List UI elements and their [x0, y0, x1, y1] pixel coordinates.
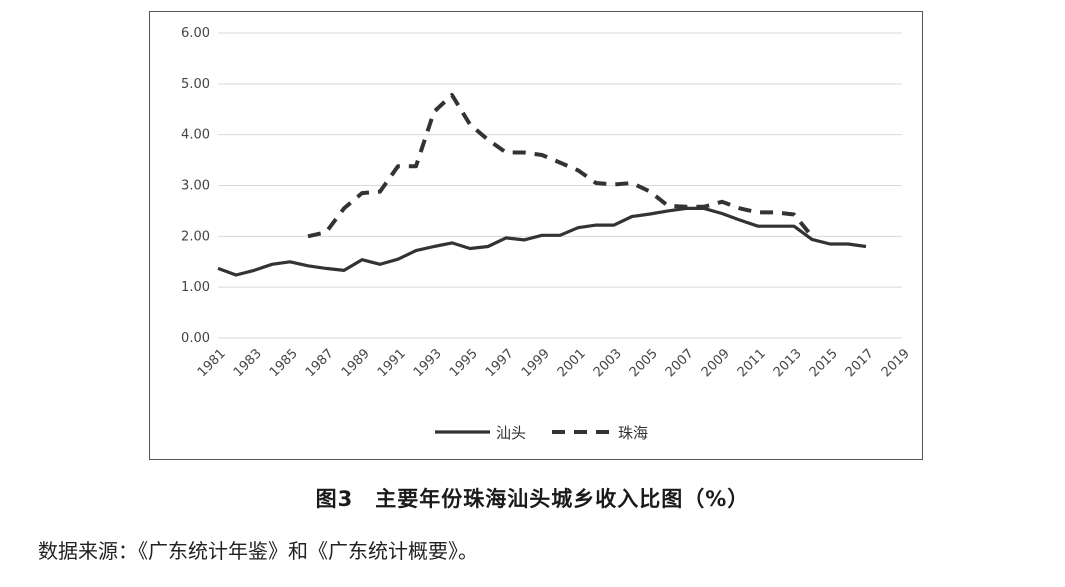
y-tick-label: 6.00: [181, 26, 210, 41]
x-tick-label: 2015: [807, 346, 841, 380]
x-tick-label: 2003: [591, 346, 625, 380]
x-tick-label: 1989: [339, 346, 373, 380]
x-tick-label: 1985: [267, 346, 301, 380]
x-tick-label: 1993: [411, 346, 445, 380]
x-tick-label: 1991: [375, 346, 409, 380]
x-tick-label: 2009: [699, 346, 733, 380]
x-tick-label: 1987: [303, 346, 337, 380]
source-note: 数据来源：《广东统计年鉴》和《广东统计概要》。: [38, 539, 478, 563]
y-tick-label: 4.00: [181, 128, 210, 143]
x-tick-label: 2011: [735, 346, 769, 380]
x-tick-label: 1995: [447, 346, 481, 380]
x-tick-label: 2019: [879, 346, 913, 380]
x-tick-label: 2005: [627, 346, 661, 380]
y-tick-label: 0.00: [181, 331, 210, 346]
x-tick-label: 2017: [843, 346, 877, 380]
x-tick-label: 2013: [771, 346, 805, 380]
figure-caption: 图3 主要年份珠海汕头城乡收入比图（%）: [315, 487, 750, 511]
x-tick-label: 1981: [195, 346, 229, 380]
x-tick-label: 2007: [663, 346, 697, 380]
x-tick-label: 1997: [483, 346, 517, 380]
x-tick-label: 1999: [519, 346, 553, 380]
legend-label: 珠海: [618, 424, 648, 442]
x-tick-label: 1983: [231, 346, 265, 380]
series-line-zhuhai: [307, 93, 814, 239]
y-tick-label: 3.00: [181, 179, 210, 194]
y-tick-label: 5.00: [181, 77, 210, 92]
legend-label: 汕头: [496, 424, 526, 442]
y-tick-label: 1.00: [181, 280, 210, 295]
y-tick-label: 2.00: [181, 229, 210, 244]
chart-frame: 0.00 1.00 2.00 3.00 4.00 5.00 6.00 1981 1983 198…: [149, 11, 923, 460]
x-tick-label: 2001: [555, 346, 589, 380]
series-line-shantou: [217, 206, 867, 277]
line-chart: 0.001.002.003.004.005.006.00 1981 1983 198…: [181, 26, 913, 442]
